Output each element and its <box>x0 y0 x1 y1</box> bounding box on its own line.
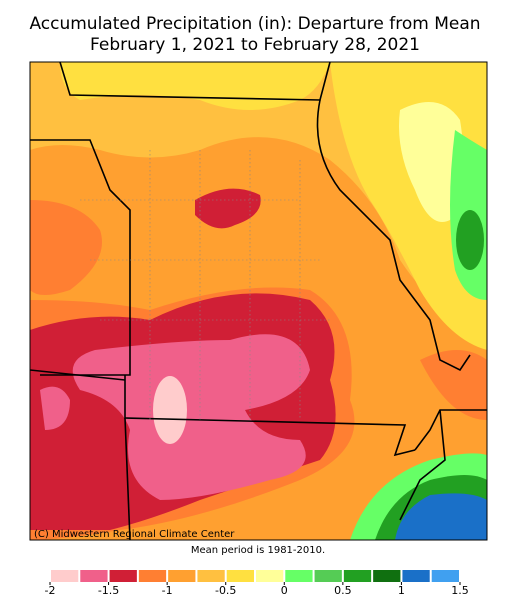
map-frame <box>29 61 488 541</box>
precipitation-map <box>30 62 487 540</box>
color-box <box>138 570 167 582</box>
color-box <box>80 570 108 582</box>
title-line: Accumulated Precipitation (in): Departur… <box>29 14 480 34</box>
color-box <box>109 570 137 582</box>
title-line: February 1, 2021 to February 28, 2021 <box>90 35 420 55</box>
color-box <box>197 570 225 582</box>
color-box <box>285 570 313 582</box>
credit: (C) Midwestern Regional Climate Center <box>34 529 235 540</box>
color-box <box>431 570 459 582</box>
color-box <box>402 570 430 582</box>
color-box <box>256 570 284 582</box>
color-box <box>226 570 254 582</box>
colorbar-tick-label: -0.5 <box>215 584 236 597</box>
color-box <box>343 570 372 582</box>
colorbar-tick-label: 1 <box>398 584 405 597</box>
colorbar-tick-label: -1 <box>162 584 173 597</box>
color-box <box>373 570 401 582</box>
colorbar-tick-label: -1.5 <box>98 584 119 597</box>
colorbar-tick-label: 0.5 <box>334 584 352 597</box>
color-box <box>168 570 196 582</box>
colorbar-tick-label: 1.5 <box>451 584 469 597</box>
color-box <box>314 570 342 582</box>
colorbar-tick-label: -2 <box>45 584 56 597</box>
note: Mean period is 1981-2010. <box>191 545 325 556</box>
colorbar: -2 -1.5 -1 -0.5 0 0.5 1 1.5 <box>45 570 469 597</box>
color-box <box>51 570 79 582</box>
colorbar-tick-label: 0 <box>281 584 288 597</box>
